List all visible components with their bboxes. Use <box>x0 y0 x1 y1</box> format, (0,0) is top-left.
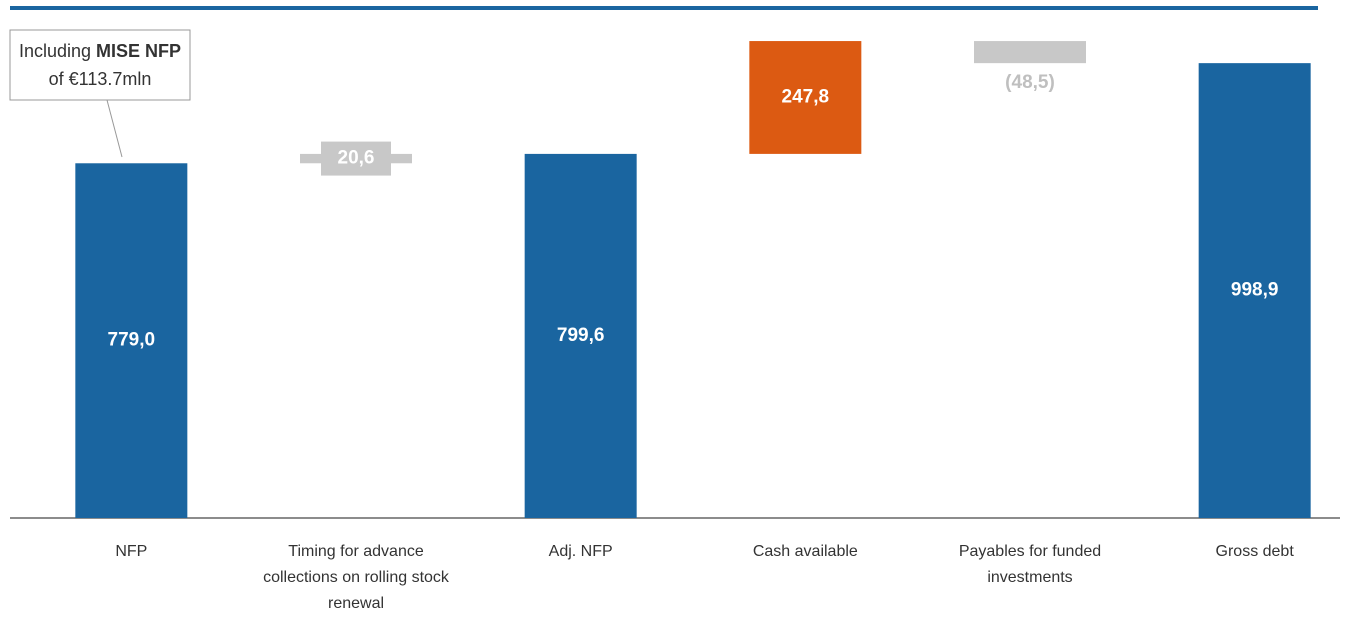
bar <box>749 41 862 154</box>
callout-box <box>9 29 191 101</box>
callout-text: of €113.7mln <box>49 69 152 89</box>
bar <box>524 153 637 518</box>
x-tick-label: Timing for advance collections on rollin… <box>263 543 449 612</box>
value-label-bg <box>321 141 391 176</box>
value-label: 247,8 <box>782 86 830 107</box>
bar <box>75 163 188 518</box>
callout-part: Including <box>19 41 96 61</box>
x-tick-label: Cash available <box>752 543 858 560</box>
value-label: 799,6 <box>557 325 605 346</box>
callout-pointer <box>106 99 123 158</box>
callout-bold: MISE NFP <box>96 41 181 61</box>
bar <box>974 41 1086 64</box>
x-tick-label: Gross debt <box>1215 543 1294 560</box>
callout-text: Including MISE NFP <box>19 41 181 61</box>
bar <box>1198 63 1311 519</box>
x-tick-label: NFP <box>115 543 148 560</box>
x-tick-label: Adj. NFP <box>548 543 613 560</box>
value-label: 20,6 <box>338 148 375 169</box>
value-label: (48,5) <box>1005 72 1055 93</box>
value-label: 779,0 <box>108 330 156 351</box>
value-label: 998,9 <box>1231 280 1279 301</box>
x-tick-label: Payables for funded investments <box>958 543 1102 586</box>
